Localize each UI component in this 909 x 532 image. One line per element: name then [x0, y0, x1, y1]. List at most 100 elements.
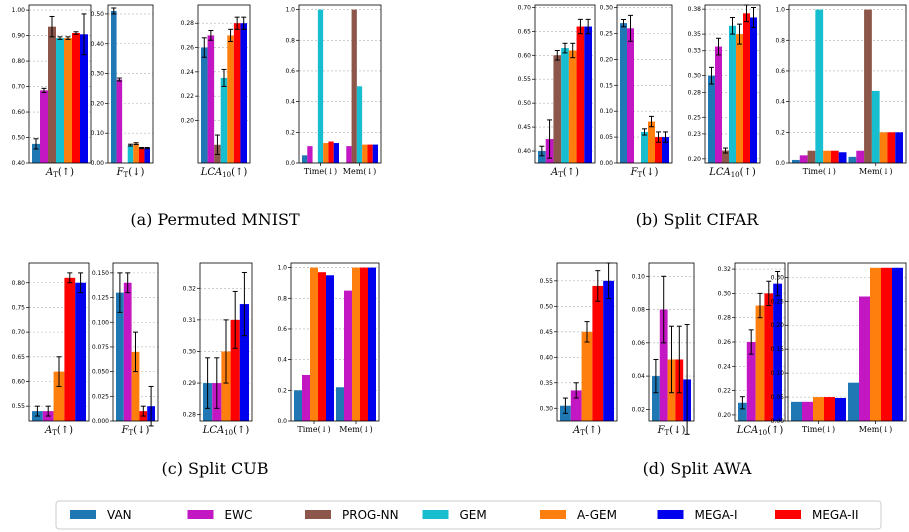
y-tick-label: 1.0 — [277, 265, 287, 272]
y-tick-label: 0.40 — [518, 148, 532, 155]
bar-time-prog-nn — [807, 150, 816, 163]
bar-van — [116, 292, 124, 421]
legend-swatch-gem — [422, 510, 449, 519]
bar-time-ewc — [307, 146, 313, 163]
bar-mega-i — [240, 23, 247, 163]
xlabel-part: (↓) — [128, 167, 144, 178]
y-tick-label: 0.05 — [771, 394, 785, 401]
y-tick-label: 0.075 — [92, 344, 109, 351]
bar-mega-ii — [764, 293, 774, 421]
bar-time-a-gem — [323, 143, 329, 163]
bar-van — [32, 143, 40, 163]
bar-mega-i — [750, 17, 757, 164]
x-axis-label: AT(↑) — [44, 425, 73, 437]
bar-mem-ewc — [344, 290, 352, 421]
y-tick-label: 0.06 — [632, 340, 646, 347]
bar-mega-ii — [64, 277, 76, 421]
xlabel-part: 10 — [731, 171, 740, 179]
legend: VAN EWC PROG-NN GEM A-GEM MEGA-I MEGA-II — [55, 500, 882, 530]
bar-mega-ii — [72, 33, 80, 163]
bar-time-a-gem — [823, 150, 831, 163]
bar-a-gem — [131, 351, 140, 421]
bar-time-gem — [317, 9, 324, 163]
y-tick-label: 0.0 — [285, 160, 295, 167]
bar-ewc — [570, 390, 582, 421]
bar-a-gem — [53, 371, 65, 421]
y-tick-label: 0.60 — [518, 52, 532, 59]
y-tick-label: 0.26 — [718, 339, 732, 346]
xlabel-part: F — [121, 425, 130, 436]
bar-mega-ii — [576, 26, 585, 163]
bar-mem-gem — [356, 86, 363, 163]
x-tick-label-time: Time(↓) — [803, 167, 836, 176]
xlabel-part: (↑) — [233, 425, 249, 436]
bar-mem-mega-i — [892, 267, 903, 421]
y-tick-label: 0.00 — [771, 418, 785, 425]
chart-panel-b-lca_10: 0.20 0.23 0.25 0.28 0.30 0.33 0.35 0.38 LCA10(↑) — [688, 4, 761, 179]
bar-time-mega-ii — [318, 272, 326, 421]
xlabel-part: 10 — [222, 171, 231, 179]
bar-time-van — [302, 155, 308, 163]
bar-gem — [220, 77, 228, 163]
xlabel-part: T — [638, 171, 643, 179]
chart-panel-a-time-mem: 0.0 0.2 0.4 0.6 0.8 1.0 Time(↓) Mem(↓) — [285, 4, 382, 176]
bar-time-van — [792, 159, 800, 163]
bar-mem-a-gem — [362, 144, 368, 163]
xlabel-part: (↑) — [231, 167, 247, 178]
y-tick-label: 0.45 — [540, 329, 554, 336]
y-tick-label: 0.10 — [91, 130, 105, 137]
y-tick-label: 0.2 — [277, 387, 287, 394]
y-tick-label: 0.28 — [183, 412, 197, 419]
bar-van — [620, 23, 627, 163]
axes-frame — [112, 262, 159, 422]
y-tick-label: 0.80 — [12, 280, 26, 287]
y-tick-label: 0.55 — [540, 278, 554, 285]
bar-a-gem — [64, 38, 72, 164]
xlabel-part: (↑) — [767, 425, 783, 436]
bar-a-gem — [221, 351, 231, 421]
bar-mega-ii — [655, 137, 662, 163]
chart-panel-d-lca_10: 0.20 0.22 0.24 0.26 0.28 0.30 0.32 LCA10(↑) — [718, 262, 786, 437]
bar-time-ewc — [799, 155, 808, 163]
axes-frame — [556, 262, 618, 422]
bar-mem-van — [848, 156, 857, 163]
bar-mem-ewc — [856, 150, 865, 163]
bar-prog-nn — [553, 55, 562, 163]
y-tick-label: 0.50 — [540, 303, 554, 310]
xlabel-part: (↓) — [133, 425, 149, 436]
y-tick-label: 0.30 — [540, 405, 554, 412]
y-tick-label: 0.125 — [92, 295, 109, 302]
bar-a-gem — [755, 305, 765, 421]
bar-time-van — [294, 390, 302, 421]
y-tick-label: 0.40 — [91, 41, 105, 48]
xlabel-part: A — [45, 167, 53, 178]
bar-ewc — [40, 90, 48, 163]
bar-ewc — [627, 28, 634, 163]
y-tick-label: 0.00 — [91, 160, 105, 167]
y-tick-label: 0.050 — [92, 369, 109, 376]
legend-label-mega-ii: MEGA-II — [812, 508, 859, 522]
y-tick-label: 0.6 — [775, 68, 785, 75]
chart-panel-b-time-mem: 0.0 0.2 0.4 0.6 0.8 1.0 Time(↓) Mem(↓) — [775, 4, 907, 176]
bar-mem-mega-i — [372, 144, 378, 163]
y-tick-label: 0.30 — [600, 5, 614, 12]
xlabel-part: (↓) — [642, 167, 658, 178]
y-tick-label: 0.30 — [688, 73, 702, 80]
bar-van — [201, 47, 208, 163]
legend-swatch-ewc — [187, 510, 214, 519]
x-axis-label: FT(↓) — [657, 425, 686, 437]
bar-mem-van — [848, 382, 859, 421]
xlabel-part: T — [53, 171, 58, 179]
axes-frame — [788, 4, 907, 164]
bar-mem-mega-i — [895, 132, 903, 163]
x-tick-label-mem: Mem(↓) — [859, 167, 892, 176]
y-tick-label: 0.30 — [91, 71, 105, 78]
xlabel-part: T — [124, 171, 129, 179]
y-tick-label: 1.0 — [285, 7, 295, 14]
y-tick-label: 0.26 — [181, 45, 195, 52]
xlabel-part: (↑) — [57, 425, 73, 436]
y-tick-label: 0.2 — [285, 129, 295, 136]
chart-panel-c-f_t: 0.000 0.025 0.050 0.075 0.100 0.125 0.150 FT(↓) — [92, 262, 159, 437]
y-tick-label: 0.25 — [771, 298, 785, 305]
